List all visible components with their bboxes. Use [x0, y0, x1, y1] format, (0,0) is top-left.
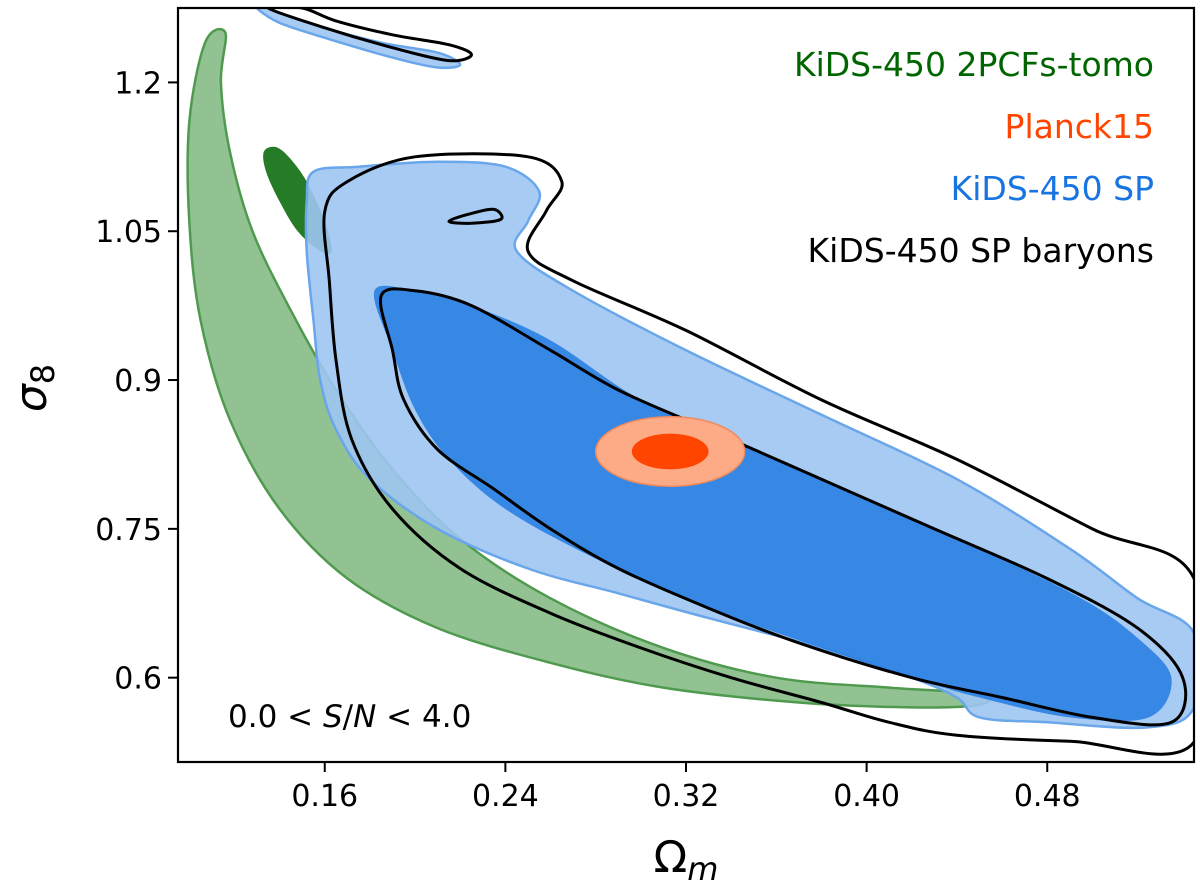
x-axis-label-sub: m — [687, 850, 718, 884]
x-tick-label: 0.40 — [833, 779, 900, 814]
legend-entry-planck15: Planck15 — [1005, 107, 1154, 146]
y-tick-label: 0.75 — [95, 513, 162, 548]
annotation-part-3: / — [343, 699, 354, 735]
contour-planck15-inner-1 — [631, 433, 709, 470]
contour-kids-450-sp-baryons-inner-3 — [378, 287, 1188, 727]
legend-entry-kids-450-sp: KiDS-450 SP — [951, 169, 1154, 208]
annotation-part-4: N — [353, 699, 376, 735]
y-tick-label: 0.6 — [114, 662, 162, 697]
x-tick-label: 0.24 — [472, 779, 539, 814]
series-kids-450-sp-baryons — [266, 8, 1194, 756]
annotation-part-5: < 4.0 — [376, 699, 471, 735]
x-tick-label: 0.16 — [291, 779, 358, 814]
x-tick-label: 0.48 — [1014, 779, 1081, 814]
annotation-part-2: S — [323, 699, 343, 735]
contour-kids-450-sp-baryons-outer-1 — [266, 8, 473, 63]
contour-kids-450-sp-baryons-outer-2 — [447, 207, 504, 225]
x-axis-ticks: 0.16 0.24 0.32 0.40 0.48 — [291, 762, 1081, 814]
y-axis-label: σ8 — [6, 364, 62, 412]
y-axis-ticks: 0.6 0.75 0.9 1.05 1.2 — [95, 66, 178, 697]
x-axis-label: Ωm — [654, 832, 719, 884]
legend: KiDS-450 2PCFs-tomo Planck15 KiDS-450 SP Ki… — [794, 45, 1154, 270]
annotation-part-1: 0.0 < — [228, 699, 323, 735]
contour-kids-450-sp-baryons-outer-0 — [322, 152, 1194, 756]
y-tick-label: 1.05 — [95, 215, 162, 250]
signal-to-noise-annotation: 0.0 < S/N < 4.0 — [228, 699, 471, 735]
contour-layer — [186, 8, 1194, 756]
series-planck15 — [594, 415, 746, 487]
y-tick-label: 0.9 — [114, 364, 162, 399]
contour-kids-450-sp-inner-2 — [373, 285, 1172, 722]
y-tick-label: 1.2 — [114, 66, 162, 101]
x-axis-label-main: Ω — [654, 832, 688, 883]
y-axis-label-sub: 8 — [24, 364, 62, 384]
x-tick-label: 0.32 — [653, 779, 720, 814]
y-axis-label-main: σ — [6, 383, 57, 412]
legend-entry-kids-450-2pcfs-tomo: KiDS-450 2PCFs-tomo — [794, 45, 1154, 84]
legend-entry-kids-450-sp-baryons: KiDS-450 SP baryons — [808, 231, 1154, 270]
